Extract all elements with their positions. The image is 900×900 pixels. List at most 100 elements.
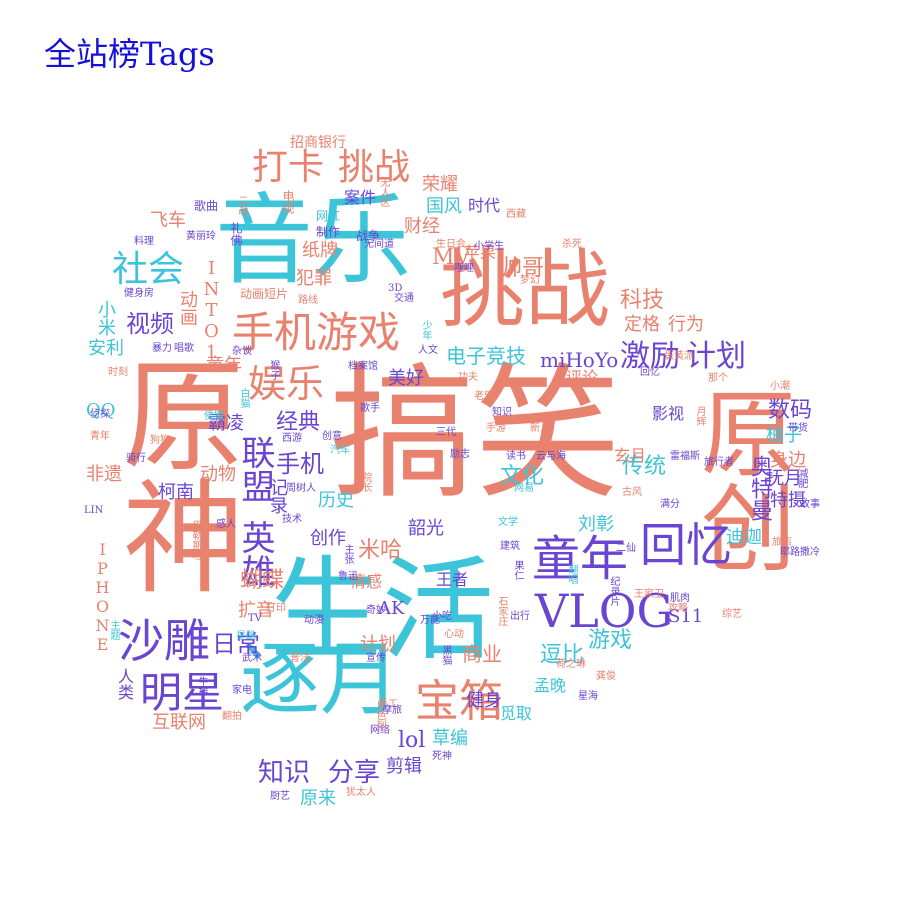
word-tag: 文化 bbox=[500, 464, 545, 489]
word-tag: 剪辑 bbox=[386, 756, 422, 777]
word-tag: 童年 bbox=[532, 531, 629, 587]
word-tag: 挑战 bbox=[440, 241, 611, 340]
word-tag: 西游 bbox=[282, 433, 302, 444]
word-tag: 技术 bbox=[282, 514, 302, 525]
word-tag: 汽车 bbox=[330, 445, 350, 456]
word-tag: 牛排 bbox=[196, 676, 207, 696]
word-tag: 财经 bbox=[404, 216, 440, 237]
word-tag: 翻拍 bbox=[222, 711, 242, 722]
word-tag: 电子竞技 bbox=[446, 344, 526, 368]
word-tag: 人文 bbox=[418, 345, 438, 356]
word-tag: 打印 bbox=[266, 603, 286, 614]
word-tag: 韶光 bbox=[408, 518, 444, 539]
word-tag: 时代 bbox=[468, 196, 501, 215]
word-tag: 扩音 bbox=[238, 600, 274, 621]
word-tag: 计划 bbox=[360, 634, 396, 655]
word-tag: 纪录片 bbox=[608, 576, 619, 606]
word-tag: 游戏 bbox=[588, 628, 633, 653]
word-tag: 互联网 bbox=[152, 712, 206, 733]
word-tag: 出行 bbox=[510, 611, 530, 622]
word-tag: 王家卫 bbox=[634, 589, 664, 600]
word-tag: 知识 bbox=[258, 758, 311, 788]
word-tag: 小吃 bbox=[432, 611, 452, 622]
word-tag: 战争 bbox=[356, 229, 381, 243]
word-tag: 孟晚 bbox=[534, 676, 567, 695]
word-tag: 犯罪 bbox=[296, 268, 332, 289]
word-tag: 案件 bbox=[344, 188, 377, 207]
word-tag: LIN bbox=[84, 505, 104, 516]
word-tag: lol bbox=[398, 728, 426, 753]
word-tag: 杂谈 bbox=[232, 346, 252, 357]
word-tag: 历史 bbox=[318, 490, 354, 511]
word-tag: 礼佛 bbox=[229, 222, 243, 246]
word-tag: 影视 bbox=[652, 404, 685, 423]
word-tag: TV bbox=[248, 613, 262, 624]
word-tag: 特摄 bbox=[770, 490, 806, 511]
word-tag: 健身 bbox=[466, 690, 502, 711]
word-tag: 抚月 bbox=[766, 468, 802, 489]
word-tag: 招商银行 bbox=[290, 135, 346, 151]
word-tag: 蛋黄派 bbox=[664, 351, 694, 362]
word-tag: 月辉 bbox=[694, 406, 705, 426]
word-tag: 记录 bbox=[267, 478, 288, 514]
word-tag: 死神 bbox=[432, 751, 452, 762]
word-tag: 社会 bbox=[112, 249, 185, 290]
word-tag: 料理 bbox=[134, 236, 154, 247]
word-tag: 评论 bbox=[566, 368, 599, 387]
word-tag: INTO1 bbox=[201, 258, 222, 363]
word-tag: 回忆 bbox=[640, 367, 660, 378]
word-tag: 逗比 bbox=[540, 643, 585, 668]
word-tag: 武术 bbox=[242, 653, 262, 664]
word-tag: 哩哩 bbox=[454, 263, 474, 274]
word-tag: 打卡 bbox=[252, 147, 325, 188]
word-tag: 小学生 bbox=[474, 241, 504, 252]
word-tag: 定格 bbox=[624, 314, 660, 335]
word-tag: VLOG bbox=[535, 584, 674, 638]
word-tag: 原创 bbox=[685, 384, 795, 574]
word-tag: AK bbox=[378, 598, 405, 619]
word-tag: 米哈 bbox=[358, 538, 403, 563]
word-tag: 黄丽玲 bbox=[186, 231, 216, 242]
word-tag: 挑战 bbox=[338, 147, 411, 188]
word-tag: 家电 bbox=[232, 685, 252, 696]
word-tag: 主张 bbox=[342, 544, 353, 564]
word-tag: 知识 bbox=[492, 407, 512, 418]
word-tag: 行为 bbox=[668, 314, 704, 335]
word-tag: QQ bbox=[86, 400, 116, 421]
word-tag: 减肥 bbox=[796, 468, 807, 488]
word-tag: 那个 bbox=[708, 373, 728, 384]
word-tag: 安利 bbox=[88, 338, 124, 359]
word-tag: 原来 bbox=[300, 788, 336, 809]
word-tag: 新人 bbox=[530, 423, 550, 434]
word-tag: 骑行 bbox=[126, 453, 146, 464]
word-tag: 梦幻 bbox=[520, 275, 540, 286]
word-tag: 鲁迅 bbox=[338, 571, 358, 582]
word-tag: 网红 bbox=[316, 209, 341, 223]
word-tag: 故事 bbox=[800, 499, 820, 510]
word-tag: 创意 bbox=[322, 431, 342, 442]
word-tag: 健身房 bbox=[124, 288, 154, 299]
word-tag: 综艺 bbox=[722, 609, 742, 620]
word-tag: 攻略 bbox=[668, 603, 688, 614]
word-tag: 英雄 bbox=[235, 520, 275, 588]
word-tag: 逐月 bbox=[240, 633, 400, 726]
word-tag: 时刻 bbox=[108, 367, 128, 378]
word-tag: 传统 bbox=[622, 454, 667, 479]
word-tag: 二战 bbox=[236, 195, 247, 215]
word-tag: 回忆 bbox=[640, 518, 732, 572]
word-tag: 飞车 bbox=[150, 210, 186, 231]
word-tag: 心动 bbox=[444, 629, 464, 640]
word-tag: 文学 bbox=[498, 517, 518, 528]
word-tag: 迪迦 bbox=[726, 527, 762, 548]
word-tag: 白猫 bbox=[238, 388, 249, 408]
word-tag: 雷福斯 bbox=[670, 451, 700, 462]
word-tag: 功夫 bbox=[458, 372, 478, 383]
word-tag: 动物 bbox=[200, 464, 236, 485]
word-tag: 石家庄 bbox=[496, 596, 507, 626]
word-tag: 档案馆 bbox=[348, 361, 378, 372]
word-tag: 耶路撒冷 bbox=[780, 547, 820, 558]
word-tag: 网易 bbox=[514, 483, 534, 494]
word-tag: 少年 bbox=[420, 320, 431, 340]
word-tag: 旅店 bbox=[772, 537, 792, 548]
